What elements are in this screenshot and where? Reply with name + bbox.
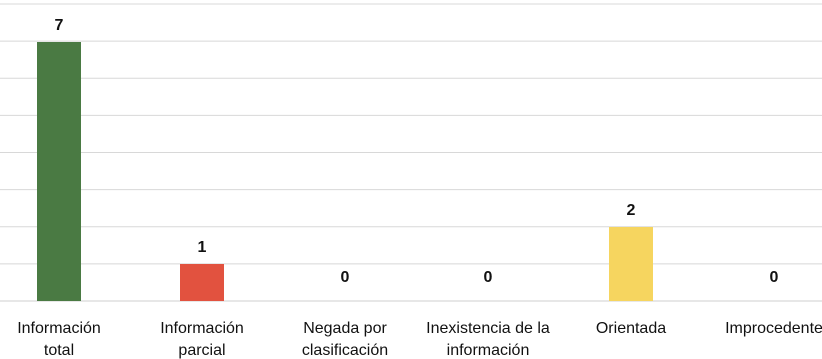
data-label-3: 0 — [484, 269, 493, 286]
category-label-5: Improcedente — [725, 320, 822, 337]
category-label-0: Información total — [17, 320, 101, 359]
bar-1 — [180, 264, 224, 301]
category-label-4: Orientada — [596, 320, 666, 337]
category-label-line: parcial — [178, 342, 225, 359]
category-label-line: Orientada — [596, 320, 666, 337]
category-label-line: clasificación — [302, 342, 388, 359]
bar-0 — [37, 42, 81, 301]
data-label-5: 0 — [770, 269, 779, 286]
category-label-line: Negada por — [303, 320, 387, 337]
category-label-line: Información — [160, 320, 244, 337]
category-label-line: total — [44, 342, 74, 359]
category-label-line: Inexistencia de la — [426, 320, 550, 337]
data-label-4: 2 — [627, 202, 636, 219]
bar-4 — [609, 227, 653, 301]
category-label-3: Inexistencia de la información — [426, 320, 550, 359]
data-label-0: 7 — [55, 17, 64, 34]
category-label-2: Negada por clasificación — [302, 320, 388, 359]
data-label-1: 1 — [198, 239, 207, 256]
data-label-2: 0 — [341, 269, 350, 286]
category-label-line: Información — [17, 320, 101, 337]
category-label-line: información — [447, 342, 530, 359]
category-label-1: Información parcial — [160, 320, 244, 359]
category-label-line: Improcedente — [725, 320, 822, 337]
